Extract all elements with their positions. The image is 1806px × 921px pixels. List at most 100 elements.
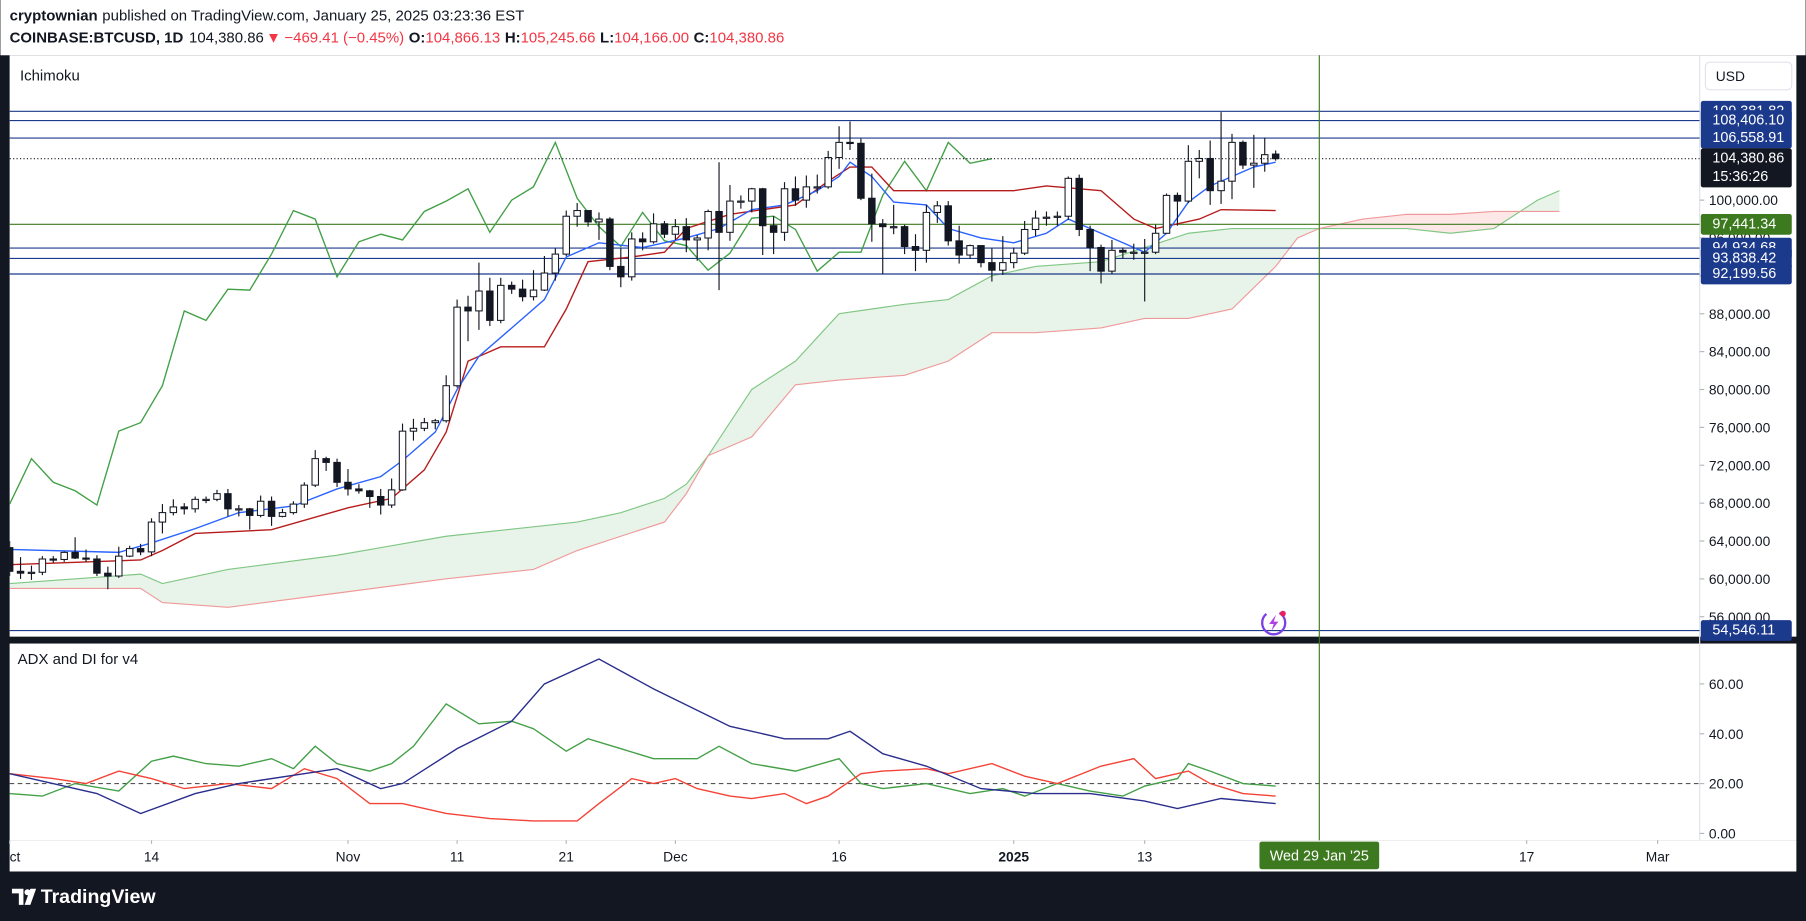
ohlc-value: 104,866.13 xyxy=(425,29,500,46)
y-tick-label: 100,000.00 xyxy=(1709,192,1778,208)
candle-body xyxy=(1097,246,1105,272)
candle-body xyxy=(1250,162,1258,166)
candle-body xyxy=(191,498,199,510)
y-tick-label: 68,000.00 xyxy=(1709,495,1771,511)
footer-logo xyxy=(11,888,37,905)
y-tick-label: 60,000.00 xyxy=(1709,571,1771,587)
candle-body xyxy=(267,500,276,517)
candle-body xyxy=(366,490,374,498)
spark-ring xyxy=(1261,610,1287,636)
x-tick-label: Dec xyxy=(663,849,688,865)
cloud-fill xyxy=(1450,211,1494,234)
ohlc-label: L: xyxy=(600,29,614,46)
candle-body xyxy=(769,225,778,233)
candle-body xyxy=(453,306,461,387)
change: −469.41 (−0.45%) xyxy=(284,29,404,46)
candle-body xyxy=(693,237,701,241)
candle-body xyxy=(988,262,996,271)
crosshair-label-bg xyxy=(1259,841,1380,870)
cloud-fill xyxy=(1275,228,1298,267)
level-label: 92,199.56 xyxy=(1712,266,1776,282)
candle-body xyxy=(344,481,352,490)
y-tick-label: 40.00 xyxy=(1709,726,1744,742)
ohlc-value: 104,380.86 xyxy=(709,29,784,46)
x-tick-label: 13 xyxy=(1137,849,1153,865)
candle-body xyxy=(1086,228,1094,248)
candle-body xyxy=(933,205,942,213)
main-plot xyxy=(9,110,1700,632)
overlay: 56,000.0060,000.0064,000.0068,000.0072,0… xyxy=(0,55,1792,870)
candle-body xyxy=(617,265,625,278)
candle-body xyxy=(900,226,909,248)
candle-body xyxy=(376,495,385,506)
y-tick-label: 80,000.00 xyxy=(1709,382,1771,398)
candle-body xyxy=(115,555,123,577)
candle-body xyxy=(1184,160,1193,202)
y-tick-label: 84,000.00 xyxy=(1709,344,1771,360)
ohlc-value: 104,166.00 xyxy=(614,29,689,46)
candle-body xyxy=(1130,251,1138,254)
y-tick-label: 0.00 xyxy=(1709,825,1736,841)
ohlc-label: C: xyxy=(694,29,710,46)
candle-body xyxy=(999,262,1007,271)
cloud-fill xyxy=(1035,261,1102,333)
cloud-fill xyxy=(751,361,796,437)
currency[interactable]: USD xyxy=(1716,68,1745,84)
candle-body xyxy=(1173,194,1182,202)
candle-body xyxy=(573,210,581,217)
candle-body xyxy=(715,210,723,233)
header-bg xyxy=(0,0,1806,56)
cloud-span xyxy=(9,210,1560,608)
candle-body xyxy=(245,508,254,516)
cloud-fill xyxy=(446,526,534,579)
adx-line xyxy=(9,702,1276,797)
x-tick-label: Nov xyxy=(336,849,361,865)
x-tick-label: 16 xyxy=(831,849,847,865)
candle-body xyxy=(780,188,789,233)
candle-body xyxy=(1228,141,1236,182)
candle-body xyxy=(606,218,614,267)
currency-button[interactable] xyxy=(1704,61,1793,91)
level-label-bg xyxy=(1700,263,1792,285)
level-label: 97,441.34 xyxy=(1712,216,1776,232)
candle-body xyxy=(398,430,407,491)
x-tick-label: Oct xyxy=(0,849,21,865)
cloud-fill xyxy=(533,522,578,570)
candle-body xyxy=(27,571,36,574)
candle-body xyxy=(38,558,47,573)
spark-icon xyxy=(1261,610,1287,636)
main-pane-bg xyxy=(9,55,1797,637)
level-label-bg xyxy=(1700,110,1792,131)
candle-body xyxy=(1206,157,1214,192)
candle-body xyxy=(562,215,570,255)
adx-line xyxy=(9,658,1276,815)
candle-body xyxy=(584,210,592,223)
candle-body xyxy=(1064,177,1073,217)
candle-body xyxy=(71,551,79,559)
candle-body xyxy=(879,223,887,228)
candle-body xyxy=(180,506,188,510)
cloud-fill xyxy=(162,569,228,608)
change-arrow: ▼ xyxy=(266,29,281,46)
candle-body xyxy=(1075,177,1083,231)
candle-body xyxy=(93,558,101,574)
candle-body xyxy=(169,506,178,514)
level-label-bg xyxy=(1700,213,1792,235)
candle-body xyxy=(464,306,472,312)
crosshair-label: Wed 29 Jan '25 xyxy=(1270,849,1369,865)
last-price-label-bg xyxy=(1700,148,1792,188)
level-label: 108,406.10 xyxy=(1712,113,1784,129)
candle-body xyxy=(202,498,210,502)
adx-pane-bg xyxy=(9,643,1797,841)
spark-bolt xyxy=(1269,614,1279,631)
x-tick-label: 14 xyxy=(144,849,160,865)
candle-body xyxy=(1053,215,1062,218)
candle-body xyxy=(497,284,505,321)
candle-body xyxy=(235,508,243,511)
candle-body xyxy=(1009,252,1018,264)
candle-body xyxy=(420,422,429,429)
candle-body xyxy=(758,188,767,227)
candle-body xyxy=(1119,249,1127,253)
time-axis-bg xyxy=(9,840,1797,872)
candle-body xyxy=(49,558,58,561)
